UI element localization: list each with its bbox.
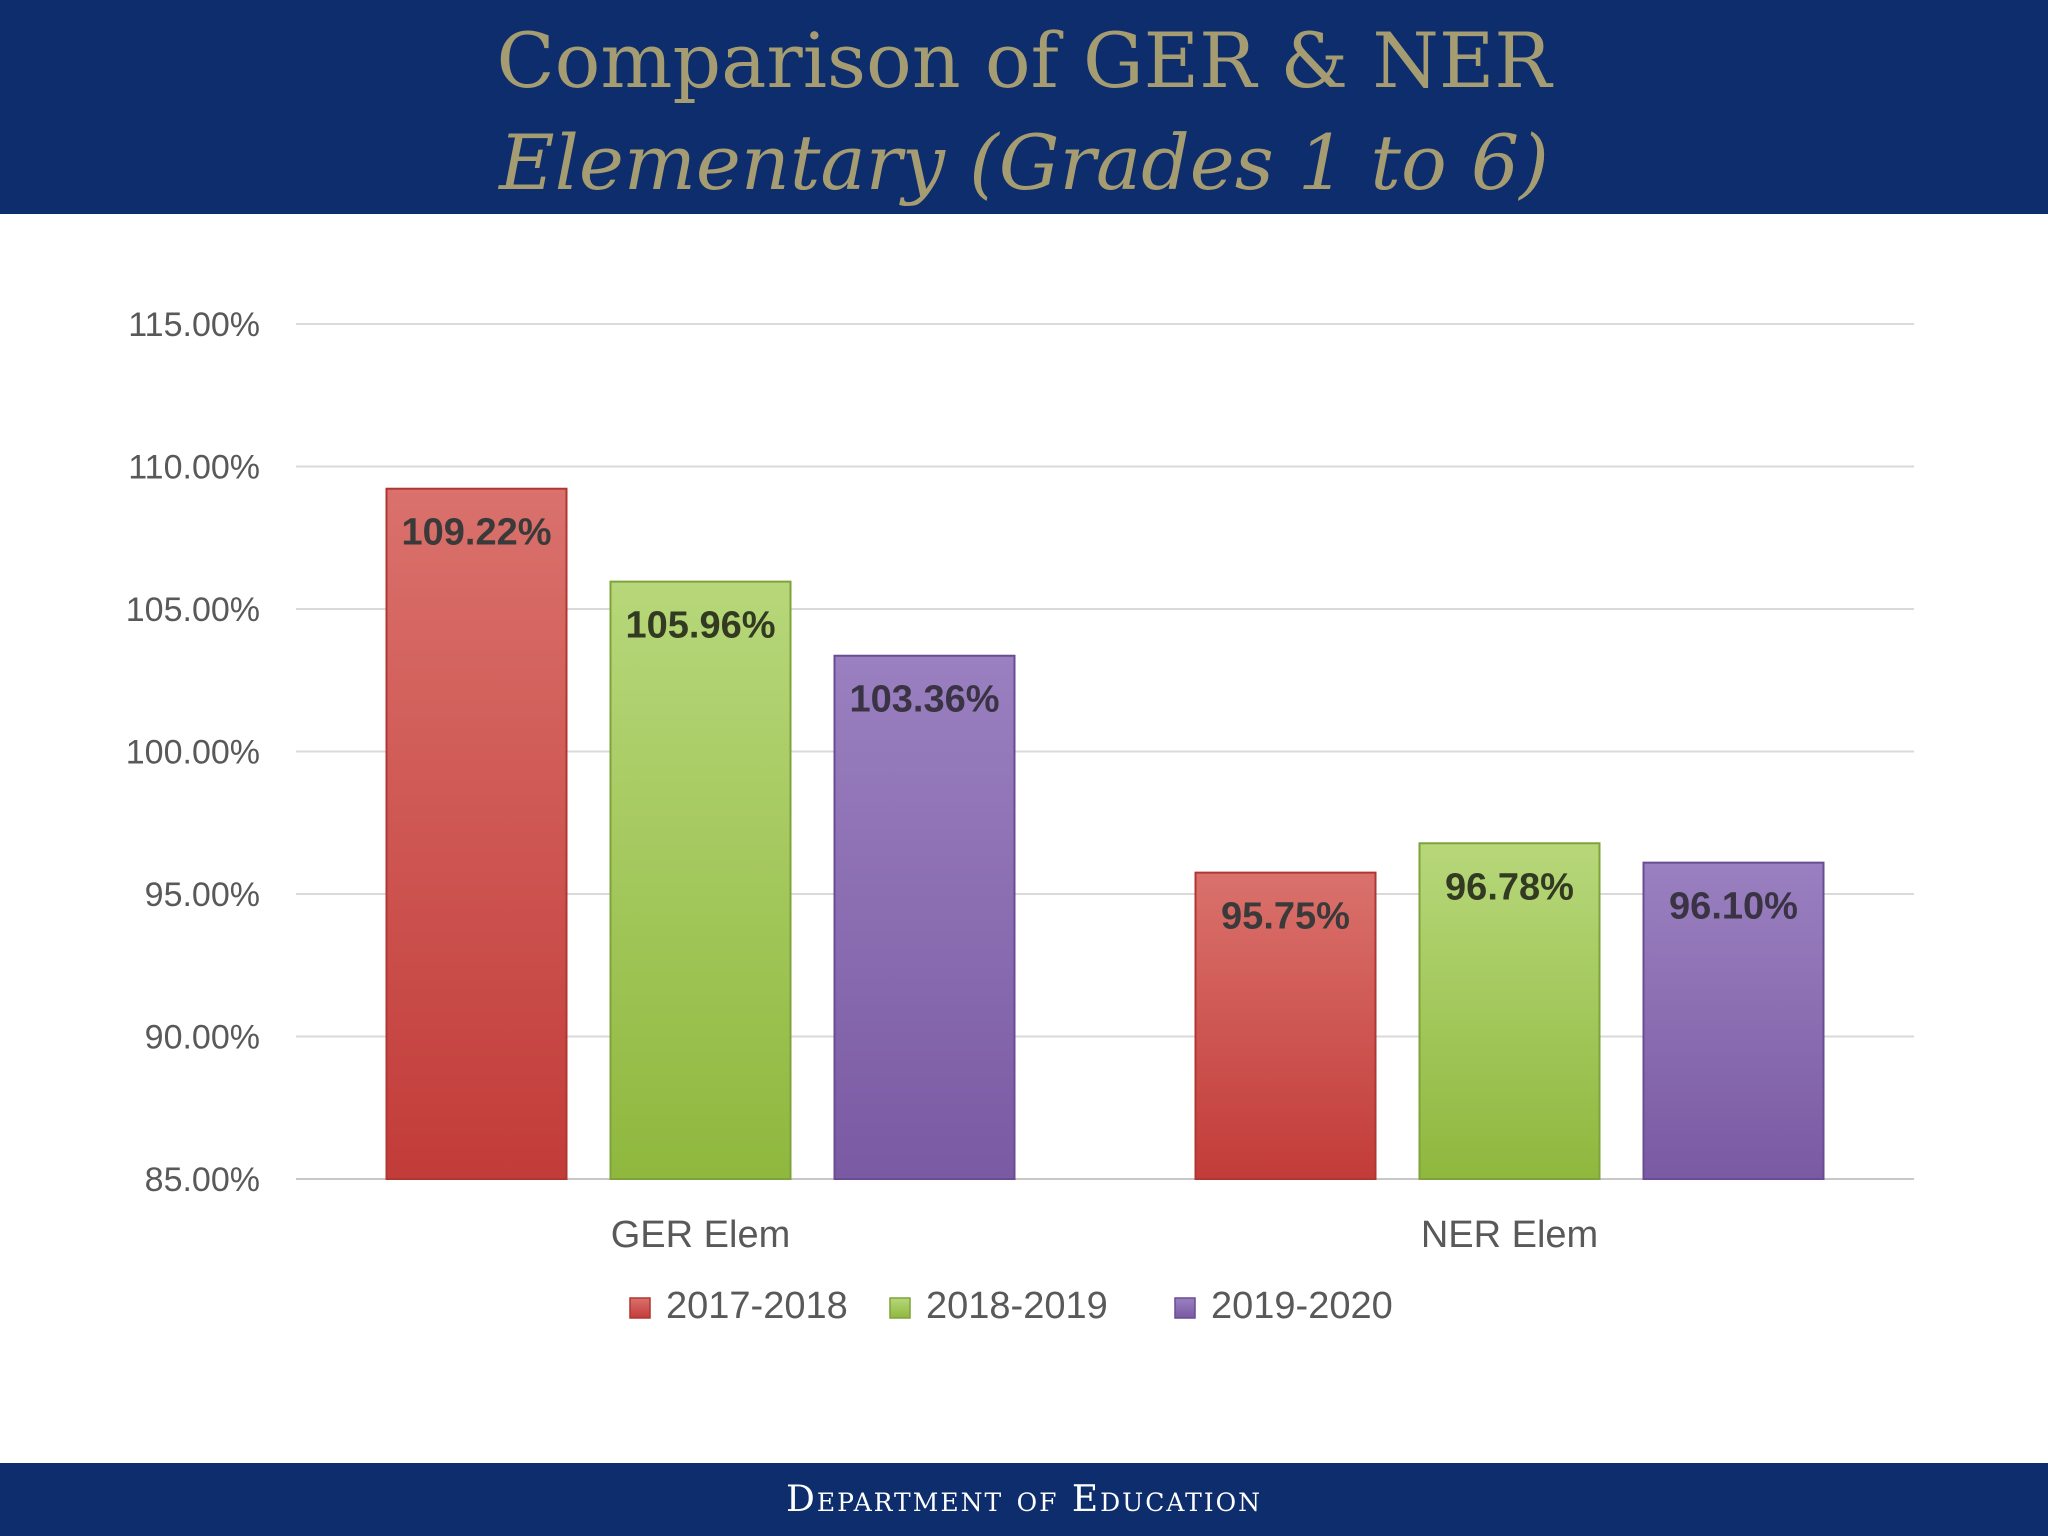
bar-2018-2019-ner-elem	[1418, 842, 1601, 1181]
legend-swatch	[1174, 1297, 1196, 1319]
y-tick-label: 95.00%	[145, 876, 260, 914]
y-tick-label: 90.00%	[145, 1019, 260, 1057]
bar-chart: 85.00% 90.00% 95.00% 100.00% 105.00% 110.00% 1…	[126, 306, 1914, 1327]
y-tick-label: 115.00%	[128, 306, 260, 344]
x-tick-label: NER Elem	[1421, 1214, 1598, 1256]
legend-swatch	[629, 1297, 651, 1319]
y-tick-label: 105.00%	[126, 591, 260, 629]
y-tick-label: 110.00%	[128, 449, 260, 487]
y-tick-label: 100.00%	[126, 734, 260, 772]
y-tick-label: 85.00%	[145, 1161, 260, 1199]
data-label: 109.22%	[401, 512, 551, 554]
data-label: 103.36%	[849, 679, 999, 721]
page-subtitle: Elementary (Grades 1 to 6)	[499, 118, 1549, 207]
bar-2017-2018-ner-elem	[1194, 871, 1377, 1180]
legend-label: 2018-2019	[926, 1285, 1108, 1327]
bar-2019-2020-ger-elem	[833, 654, 1016, 1180]
data-label: 96.78%	[1445, 866, 1574, 908]
legend-swatch	[889, 1297, 911, 1319]
data-label: 105.96%	[625, 605, 775, 647]
footer-department-name: Department of Education	[785, 1479, 1262, 1520]
page-title: Comparison of GER & NER	[496, 16, 1552, 105]
legend-label: 2017-2018	[666, 1285, 848, 1327]
data-label: 95.75%	[1221, 896, 1350, 938]
chart-legend: 2017-2018 2018-2019 2019-2020	[629, 1285, 1393, 1327]
bar-2018-2019-ger-elem	[609, 580, 792, 1180]
header-band: Comparison of GER & NER Elementary (Grad…	[0, 0, 2048, 214]
data-label: 96.10%	[1669, 886, 1798, 928]
legend-label: 2019-2020	[1211, 1285, 1393, 1327]
bar-2017-2018-ger-elem	[385, 487, 568, 1181]
bar-2019-2020-ner-elem	[1642, 861, 1825, 1181]
footer-band: Department of Education	[0, 1463, 2048, 1536]
x-tick-label: GER Elem	[611, 1214, 790, 1256]
